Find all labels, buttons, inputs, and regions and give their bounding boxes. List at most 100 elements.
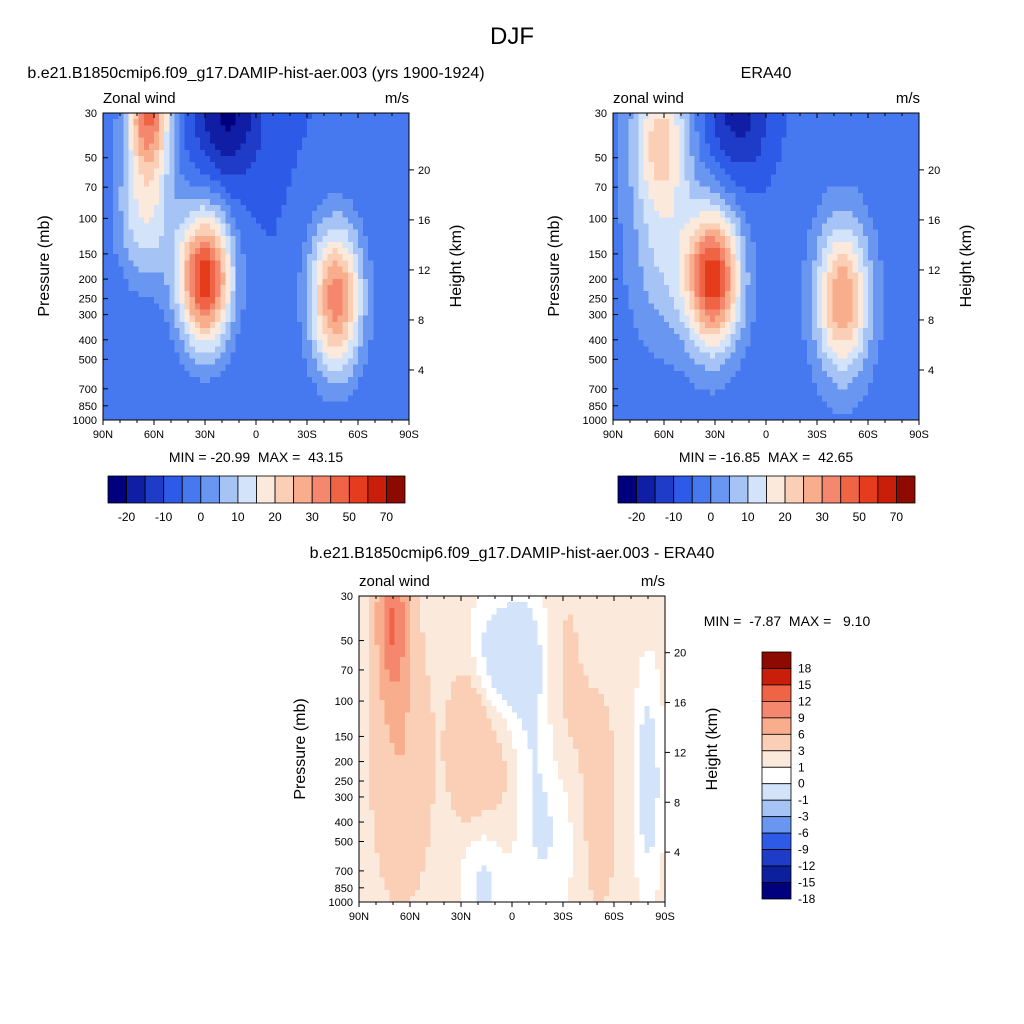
- contour-cell: [873, 229, 879, 237]
- contour-cell: [123, 162, 130, 169]
- contour-cell: [332, 401, 339, 409]
- contour-cell: [159, 211, 165, 218]
- contour-cell: [169, 168, 175, 175]
- contour-cell: [811, 174, 818, 182]
- contour-cell: [250, 137, 257, 145]
- contour-cell: [648, 198, 655, 206]
- contour-cell: [633, 266, 640, 274]
- contour-cell: [164, 309, 170, 317]
- contour-cell: [709, 143, 716, 151]
- contour-cell: [205, 174, 211, 182]
- contour-cell: [123, 327, 130, 335]
- contour-cell: [250, 309, 257, 317]
- contour-cell: [684, 174, 691, 182]
- contour-cell: [653, 235, 660, 243]
- contour-cell: [669, 113, 675, 120]
- contour-cell: [378, 352, 385, 360]
- contour-cell: [291, 192, 298, 200]
- contour-cell: [638, 155, 645, 163]
- contour-cell: [291, 235, 298, 243]
- contour-cell: [215, 309, 221, 317]
- contour-cell: [174, 254, 181, 261]
- contour-cell: [159, 327, 165, 335]
- contour-cell: [266, 358, 272, 366]
- contour-cell: [689, 174, 696, 182]
- contour-cell: [791, 143, 798, 151]
- contour-cell: [358, 395, 364, 403]
- contour-cell: [704, 205, 711, 212]
- contour-cell: [235, 389, 242, 397]
- contour-cell: [240, 143, 247, 151]
- contour-cell: [164, 266, 170, 274]
- contour-cell: [842, 229, 849, 237]
- contour-cell: [118, 389, 124, 397]
- contour-cell: [623, 119, 629, 126]
- contour-cell: [138, 149, 145, 157]
- contour-cell: [628, 235, 634, 243]
- contour-cell: [352, 229, 359, 237]
- contour-cell: [771, 174, 777, 182]
- contour-cell: [755, 272, 762, 280]
- contour-cell: [378, 389, 385, 397]
- contour-cell: [633, 155, 640, 163]
- contour-cell: [862, 260, 869, 268]
- contour-cell: [373, 303, 379, 311]
- contour-cell: [383, 334, 390, 341]
- contour-cell: [776, 149, 782, 157]
- contour-cell: [740, 119, 747, 126]
- contour-cell: [888, 223, 895, 231]
- contour-cell: [174, 377, 181, 384]
- contour-cell: [862, 254, 869, 261]
- contour-cell: [164, 407, 170, 415]
- contour-cell: [689, 223, 696, 231]
- contour-cell: [811, 198, 818, 206]
- contour-cell: [235, 235, 242, 243]
- contour-cell: [358, 260, 364, 268]
- contour-cell: [689, 162, 696, 169]
- contour-cell: [312, 413, 318, 421]
- contour-cell: [653, 272, 660, 280]
- contour-cell: [745, 119, 752, 126]
- contour-cell: [225, 407, 232, 415]
- contour-cell: [312, 217, 318, 225]
- contour-cell: [312, 340, 318, 347]
- contour-cell: [148, 291, 155, 298]
- contour-cell: [256, 180, 262, 188]
- contour-cell: [301, 248, 308, 255]
- contour-cell: [332, 370, 339, 378]
- contour-cell: [250, 303, 257, 311]
- contour-cell: [750, 174, 757, 182]
- contour-cell: [240, 198, 247, 206]
- contour-cell: [276, 137, 283, 145]
- contour-cell: [618, 229, 624, 237]
- contour-cell: [148, 266, 155, 274]
- contour-cell: [307, 327, 313, 335]
- contour-cell: [332, 321, 339, 329]
- contour-cell: [235, 291, 242, 298]
- contour-cell: [725, 235, 731, 243]
- contour-cell: [154, 192, 160, 200]
- contour-cell: [103, 413, 109, 421]
- contour-cell: [378, 327, 385, 335]
- contour-cell: [199, 186, 206, 194]
- contour-cell: [771, 119, 777, 126]
- contour-cell: [883, 198, 889, 206]
- contour-cell: [128, 162, 135, 169]
- contour-cell: [225, 284, 232, 292]
- contour-cell: [689, 198, 696, 206]
- contour-cell: [103, 401, 109, 409]
- contour-cell: [781, 168, 787, 175]
- contour-cell: [908, 113, 915, 120]
- contour-cell: [276, 217, 283, 225]
- contour-cell: [281, 303, 288, 311]
- contour-cell: [811, 149, 818, 157]
- contour-cell: [704, 272, 711, 280]
- contour-cell: [613, 303, 619, 311]
- contour-cell: [230, 125, 237, 133]
- contour-cell: [669, 198, 675, 206]
- contour-cell: [908, 260, 915, 268]
- contour-cell: [363, 321, 369, 329]
- contour-cell: [363, 327, 369, 335]
- contour-cell: [658, 254, 665, 261]
- colorbar-label: 20: [268, 510, 282, 524]
